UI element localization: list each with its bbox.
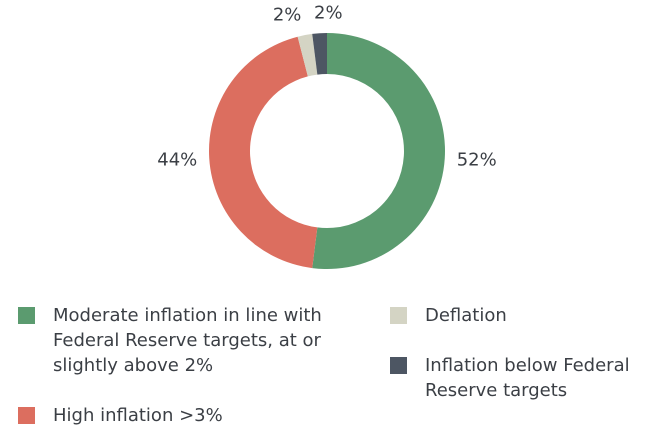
legend-label: Moderate inflation in line with Federal … [53, 305, 322, 376]
value-label: 44% [157, 149, 197, 170]
value-label: 52% [457, 149, 497, 170]
value-label: 2% [314, 2, 343, 23]
legend-item: Deflation [390, 303, 666, 328]
legend-swatch [18, 407, 35, 424]
legend-item: Moderate inflation in line with Federal … [18, 303, 363, 378]
legend-swatch [18, 307, 35, 324]
legend-label: Deflation [425, 305, 507, 326]
legend-item: High inflation >3% [18, 403, 353, 428]
legend-label: Inflation below Federal Reserve targets [425, 355, 630, 401]
legend-item: Inflation below Federal Reserve targets [390, 353, 666, 403]
donut-slice [208, 36, 318, 269]
legend-swatch [390, 357, 407, 374]
donut-slice [312, 33, 327, 75]
donut-slice [297, 33, 318, 77]
value-label: 2% [273, 4, 302, 25]
donut-chart: 52% 44% 2% 2% [157, 2, 497, 269]
donut-slice [312, 33, 445, 269]
legend-swatch [390, 307, 407, 324]
legend-label: High inflation >3% [53, 405, 223, 426]
